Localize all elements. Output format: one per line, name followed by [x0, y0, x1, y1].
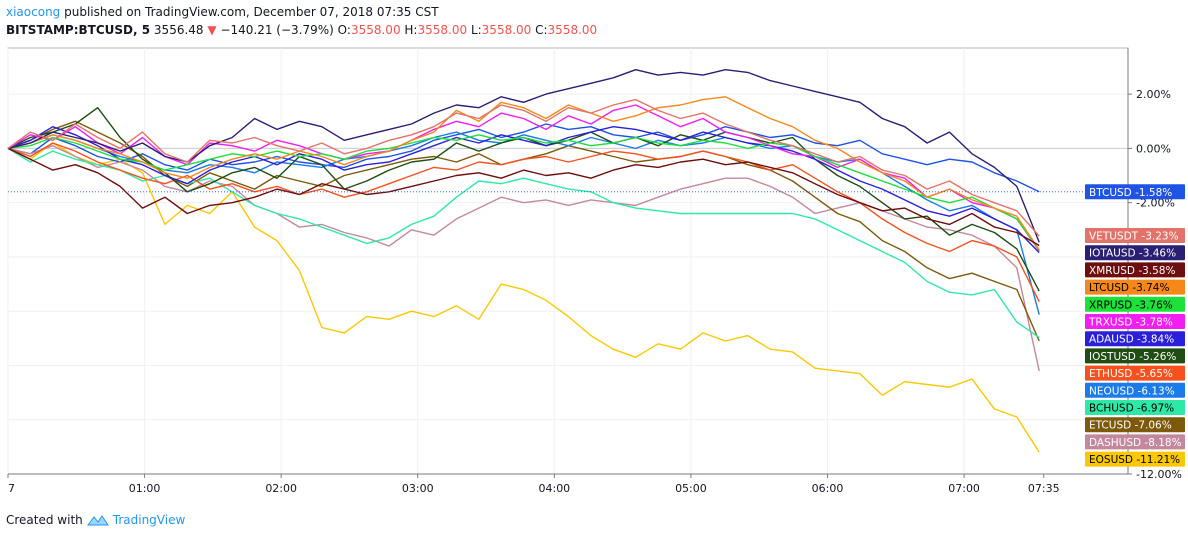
series-line-btcusd — [7, 123, 1040, 193]
legend-badge-text: BTCUSD -1.58% — [1089, 187, 1172, 199]
series-line-ltcusd — [7, 96, 1040, 251]
legend-badge-bg — [1085, 400, 1185, 415]
legend-badge-trxusd[interactable]: TRXUSD -3.78% — [1085, 314, 1185, 329]
series-line-iotausd — [7, 69, 1040, 243]
legend-badge-xrpusd[interactable]: XRPUSD -3.76% — [1085, 296, 1185, 312]
x-tick-label: 01:00 — [129, 482, 161, 495]
legend-badge-xmrusd[interactable]: XMRUSD -3.58% — [1085, 262, 1185, 278]
price-change: −140.21 (−3.79%) — [220, 23, 334, 37]
legend-badge-text: VETUSDT -3.23% — [1089, 231, 1179, 243]
legend-badge-dashusd[interactable]: DASHUSD -8.18% — [1085, 434, 1185, 450]
legend-badge-text: ETCUSD -7.06% — [1089, 420, 1172, 432]
x-tick-label: 03:00 — [402, 482, 434, 495]
x-tick-label: 04:00 — [538, 482, 570, 495]
legend-badge-bg — [1085, 417, 1185, 433]
x-tick-label: 05:00 — [675, 482, 707, 495]
legend-badge-eosusd[interactable]: EOSUSD -11.21% — [1085, 451, 1185, 467]
legend-badge-text: IOTAUSD -3.46% — [1089, 248, 1176, 260]
tradingview-logo-icon — [86, 515, 109, 526]
legend-badge-vetusdt[interactable]: VETUSDT -3.23% — [1085, 228, 1185, 243]
legend-badge-text: TRXUSD -3.78% — [1088, 317, 1173, 329]
ohlc-values: O:3558.00 H:3558.00 L:3558.00 C:3558.00 — [338, 23, 598, 37]
legend-badge-iostusd[interactable]: IOSTUSD -5.26% — [1085, 348, 1185, 364]
legend-badge-bg — [1085, 434, 1185, 450]
symbol-line: BITSTAMP:BTCUSD, 5 3556.48 ▼ −140.21 (−3… — [6, 21, 597, 39]
legend-badge-bg — [1085, 296, 1185, 312]
series-line-trxusd — [7, 104, 1040, 252]
legend-badge-text: EOSUSD -11.21% — [1089, 454, 1180, 466]
legend-badge-bg — [1085, 365, 1185, 381]
symbol-name: BITSTAMP:BTCUSD, 5 — [6, 23, 151, 37]
footer: Created with TradingView — [6, 513, 185, 527]
series-line-eosusd — [7, 142, 1040, 453]
chart-header: xiaocong published on TradingView.com, D… — [6, 3, 597, 39]
legend-badge-ltcusd[interactable]: LTCUSD -3.74% — [1085, 279, 1185, 295]
chart-canvas[interactable]: 2.00% 0.00% -2.00% -12.00% 7 01:00 02:00 03:00 0… — [0, 46, 1188, 508]
legend-badge-bg — [1085, 184, 1185, 200]
created-with-text: Created with — [6, 513, 83, 527]
low-value: 3558.00 — [481, 23, 532, 37]
y-tick-label: 2.00% — [1136, 88, 1171, 101]
y-tick-label: 0.00% — [1136, 142, 1171, 155]
legend-badge-text: XMRUSD -3.58% — [1089, 265, 1175, 277]
series-line-adausd — [7, 125, 1040, 254]
x-tick-label: 07:00 — [948, 482, 980, 495]
legend-badge-text: ETHUSD -5.65% — [1089, 368, 1173, 380]
x-tick-label: 07:35 — [1028, 482, 1060, 495]
tradingview-brand[interactable]: TradingView — [112, 513, 186, 527]
legend-badge-bg — [1085, 382, 1185, 398]
last-price: 3556.48 — [153, 23, 204, 37]
legend-badge-etcusd[interactable]: ETCUSD -7.06% — [1085, 417, 1185, 433]
down-arrow-icon: ▼ — [207, 23, 217, 37]
legend-badge-iotausd[interactable]: IOTAUSD -3.46% — [1085, 245, 1185, 261]
series-line-xmrusd — [7, 147, 1040, 247]
x-tick-label: 06:00 — [812, 482, 844, 495]
legend-badge-bg — [1085, 451, 1185, 467]
publish-line: xiaocong published on TradingView.com, D… — [6, 3, 597, 21]
legend-badge-bg — [1085, 228, 1185, 243]
legend-badge-text: DASHUSD -8.18% — [1089, 437, 1182, 449]
series-line-vetusdt — [7, 98, 1040, 237]
legend-badge-bchusd[interactable]: BCHUSD -6.97% — [1085, 400, 1185, 415]
legend-badge-bg — [1085, 262, 1185, 278]
y-tick-label: -12.00% — [1136, 468, 1182, 481]
legend-badge-text: BCHUSD -6.97% — [1089, 403, 1174, 415]
x-tick-label: 02:00 — [265, 482, 297, 495]
y-tick-label: -2.00% — [1136, 197, 1175, 210]
legend-badge-text: XRPUSD -3.76% — [1089, 299, 1173, 311]
low-label: L: — [470, 23, 482, 37]
legend-badge-text: ADAUSD -3.84% — [1089, 334, 1174, 346]
legend-badge-ethusd[interactable]: ETHUSD -5.65% — [1085, 365, 1185, 381]
x-tick-label: 7 — [8, 482, 15, 495]
legend-badge-bg — [1085, 279, 1185, 295]
legend-badge-text: IOSTUSD -5.26% — [1089, 351, 1176, 363]
published-text: published on TradingView.com, December 0… — [60, 5, 439, 19]
legend-badge-text: NEOUSD -6.13% — [1089, 385, 1175, 397]
high-value: 3558.00 — [417, 23, 468, 37]
series-line-ethusd — [7, 142, 1040, 303]
legend-badge-text: LTCUSD -3.74% — [1089, 282, 1169, 294]
legend-badge-bg — [1085, 331, 1185, 347]
close-label: C: — [535, 23, 548, 37]
open-value: 3558.00 — [350, 23, 401, 37]
open-label: O: — [337, 23, 351, 37]
legend-badge-bg — [1085, 245, 1185, 261]
legend-badge-neousd[interactable]: NEOUSD -6.13% — [1085, 382, 1185, 398]
series-line-xrpusd — [7, 134, 1040, 251]
legend-badge-bg — [1085, 314, 1185, 329]
plot-area — [7, 47, 1129, 475]
high-label: H: — [404, 23, 418, 37]
legend-badge-adausd[interactable]: ADAUSD -3.84% — [1085, 331, 1185, 347]
close-value: 3558.00 — [547, 23, 598, 37]
legend-badge-bg — [1085, 348, 1185, 364]
legend-badge-btcusd[interactable]: BTCUSD -1.58% — [1085, 184, 1185, 200]
author-link[interactable]: xiaocong — [6, 5, 61, 19]
